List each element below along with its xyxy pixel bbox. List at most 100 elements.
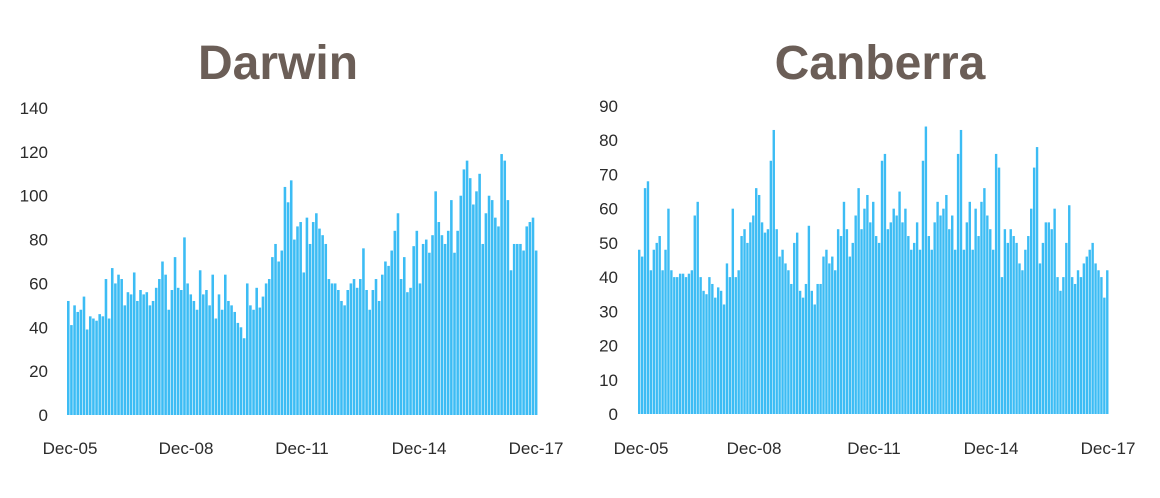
bar	[904, 208, 907, 414]
bar	[994, 153, 998, 414]
bar	[321, 235, 324, 415]
bar	[98, 314, 101, 415]
bar	[874, 236, 878, 414]
bar	[142, 294, 145, 415]
bar	[1103, 297, 1106, 414]
y-tick-label: 60	[599, 200, 618, 219]
bar	[154, 287, 158, 415]
x-tick-label: Dec-11	[847, 439, 901, 458]
bar	[851, 242, 854, 414]
x-tick-label: Dec-08	[727, 439, 782, 458]
bar	[901, 222, 904, 414]
bar	[760, 222, 764, 414]
bar	[1030, 208, 1033, 414]
bar	[465, 160, 469, 415]
bar	[512, 243, 516, 415]
bar	[1044, 222, 1048, 414]
bar	[1059, 290, 1062, 414]
y-tick-label: 40	[29, 318, 48, 337]
bar	[393, 230, 397, 415]
y-tick-label: 10	[599, 371, 618, 390]
bar	[1027, 236, 1030, 414]
bar	[189, 294, 193, 415]
bar	[921, 160, 925, 414]
bar	[267, 279, 271, 415]
bar	[798, 290, 802, 414]
bar	[1076, 270, 1080, 414]
bar	[327, 279, 331, 415]
bar	[1070, 277, 1074, 414]
bar	[299, 222, 302, 415]
bar	[522, 250, 525, 415]
y-tick-label: 0	[609, 405, 618, 424]
bar	[472, 204, 475, 415]
bar	[676, 277, 679, 414]
bar	[205, 290, 208, 415]
bar	[1015, 242, 1018, 414]
bar	[907, 236, 910, 414]
bar	[368, 309, 372, 415]
bar	[431, 235, 434, 415]
y-tick-label: 80	[599, 131, 618, 150]
bar	[399, 279, 403, 415]
y-tick-label: 100	[20, 187, 48, 206]
bar	[519, 243, 522, 415]
bar	[302, 272, 306, 415]
bar	[428, 252, 431, 415]
bar	[638, 249, 641, 414]
bar	[1062, 277, 1065, 414]
bar	[930, 249, 933, 414]
bar	[468, 178, 472, 415]
bar	[67, 300, 70, 415]
bar	[728, 277, 732, 414]
bar	[1082, 263, 1086, 414]
bar	[198, 270, 202, 415]
bar	[951, 215, 954, 414]
bar	[478, 173, 481, 415]
bar	[854, 215, 857, 414]
bar	[690, 270, 694, 414]
bar	[73, 305, 76, 415]
bar	[110, 268, 114, 415]
bar	[362, 248, 365, 415]
bar	[340, 300, 343, 415]
bar	[167, 309, 171, 415]
bar	[462, 169, 466, 415]
bar	[801, 297, 805, 414]
bar	[889, 222, 892, 414]
bar	[1006, 242, 1010, 414]
bar	[220, 309, 224, 415]
bar	[352, 279, 356, 415]
bar	[664, 249, 667, 414]
bar	[705, 294, 708, 414]
bar	[95, 320, 98, 415]
bar	[490, 200, 494, 415]
bar	[245, 283, 249, 415]
bar	[915, 222, 919, 414]
bar	[1003, 229, 1007, 414]
bar	[860, 229, 863, 414]
darwin-chart: Darwin 0 20 40 60 80 100 120 140 Dec-05 Dec-08 Dec…	[20, 37, 564, 458]
bar	[670, 270, 673, 414]
bar	[825, 249, 828, 414]
bar	[781, 249, 784, 414]
bar	[895, 215, 898, 414]
y-tick-label: 70	[599, 165, 618, 184]
bar	[810, 290, 813, 414]
bar	[1053, 208, 1056, 414]
x-tick-label: Dec-14	[392, 439, 447, 458]
bar	[82, 296, 86, 415]
y-tick-label: 20	[599, 337, 618, 356]
bar	[528, 222, 532, 415]
bar	[1012, 236, 1015, 414]
bar	[343, 305, 346, 415]
bar	[406, 292, 409, 415]
bar	[101, 316, 105, 415]
bar	[503, 160, 507, 415]
bar	[202, 294, 205, 415]
bar	[126, 292, 130, 415]
bar	[1088, 249, 1091, 414]
bar	[305, 217, 309, 415]
bar	[274, 243, 277, 415]
bar	[711, 283, 714, 414]
